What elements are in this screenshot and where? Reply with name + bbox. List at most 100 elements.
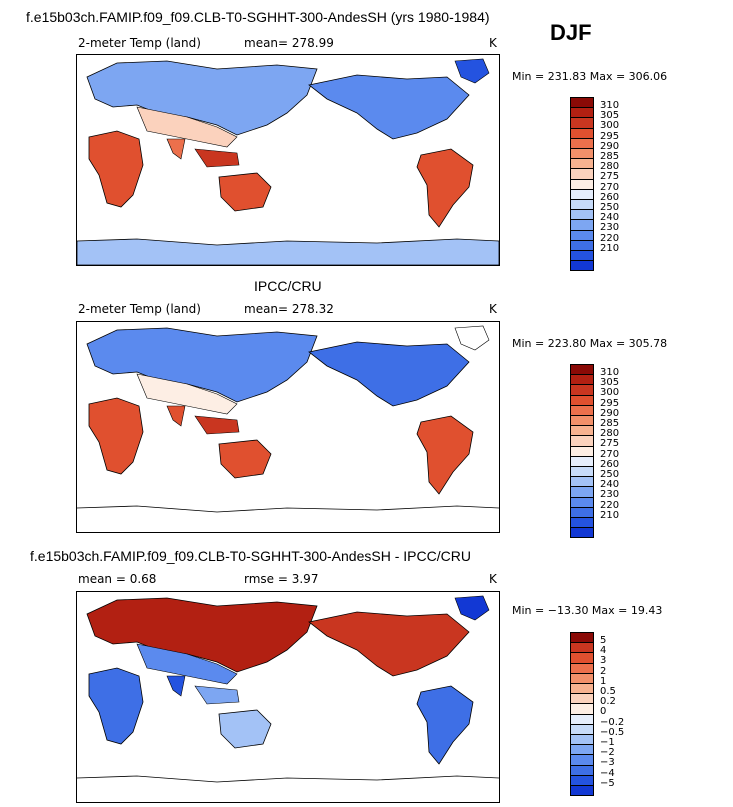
map-land-south-america	[416, 148, 474, 228]
panel2-map-svg	[77, 325, 499, 513]
map-land-south-america	[416, 685, 474, 765]
panel3-map	[76, 591, 500, 803]
colorbar-tick-label: 310	[600, 100, 620, 111]
colorbar-tick-label: 250	[600, 469, 620, 480]
panel1-map	[76, 54, 500, 266]
map-land-north-america	[308, 611, 470, 677]
map-land-australia	[218, 439, 272, 479]
panel1-variable-label: 2-meter Temp (land)	[78, 36, 201, 50]
map-land-antarctica	[77, 775, 499, 783]
colorbar-tick-label: −1	[600, 737, 615, 748]
map-land-india	[166, 138, 186, 160]
colorbar-tick-label: 295	[600, 397, 620, 409]
colorbar-tick-label: 295	[600, 130, 620, 142]
colorbar-tick-label: 210	[600, 509, 620, 521]
map-land-eurasia	[86, 327, 318, 403]
colorbar-cell	[570, 527, 594, 539]
panel1-minmax-label: Min = 231.83 Max = 306.06	[512, 70, 668, 83]
colorbar-tick-label: 260	[600, 458, 620, 470]
panel1-mean-label: mean= 278.99	[244, 36, 334, 50]
colorbar-cell	[570, 785, 594, 797]
map-land-eurasia	[86, 597, 318, 673]
colorbar-tick-label: 5	[600, 635, 607, 646]
map-land-greenland	[454, 58, 490, 84]
colorbar-tick-label: 0.5	[600, 686, 616, 697]
colorbar-tick-label: 0	[600, 706, 607, 718]
panel2-variable-label: 2-meter Temp (land)	[78, 302, 201, 316]
map-land-australia	[218, 709, 272, 749]
map-land-africa	[88, 130, 144, 208]
colorbar-tick-label: −5	[600, 777, 615, 789]
colorbar-tick-label: 275	[600, 438, 620, 450]
colorbar-tick-label: 3	[600, 655, 607, 667]
map-land-greenland	[454, 325, 490, 351]
colorbar-tick-label: 275	[600, 171, 620, 183]
map-land-greenland	[454, 595, 490, 621]
map-land-eurasia-south	[136, 373, 238, 415]
map-land-eurasia	[86, 60, 318, 136]
colorbar-tick-label: −2	[600, 747, 615, 759]
map-land-north-america	[308, 74, 470, 140]
map-land-antarctica	[77, 238, 499, 265]
panel3-minmax-label: Min = −13.30 Max = 19.43	[512, 604, 663, 617]
colorbar-tick-label: 230	[600, 222, 620, 234]
map-land-africa	[88, 397, 144, 475]
colorbar-tick-label: 4	[600, 645, 607, 657]
colorbar-tick-label: 1	[600, 675, 607, 687]
colorbar-tick-label: 230	[600, 489, 620, 501]
map-land-eurasia-south	[136, 106, 238, 148]
panel3-units-label: K	[489, 572, 497, 586]
panel3-subtitle: f.e15b03ch.FAMIP.f09_f09.CLB-T0-SGHHT-30…	[30, 548, 471, 564]
map-land-seasia	[194, 148, 240, 168]
colorbar-tick-label: 260	[600, 191, 620, 203]
colorbar-tick-label: 0.2	[600, 696, 616, 708]
map-land-india	[166, 675, 186, 697]
map-land-north-america	[308, 341, 470, 407]
colorbar-tick-label: 285	[600, 418, 620, 429]
colorbar-tick-label: 305	[600, 377, 620, 389]
colorbar-tick-label: 290	[600, 407, 620, 419]
panel1-map-svg	[77, 58, 499, 265]
panel2-mean-label: mean= 278.32	[244, 302, 334, 316]
colorbar-tick-label: 2	[600, 665, 607, 677]
panel3-rmse-label: rmse = 3.97	[244, 572, 319, 586]
panel2-subtitle: IPCC/CRU	[254, 278, 322, 294]
colorbar-tick-label: 280	[600, 161, 620, 173]
colorbar-tick-label: −3	[600, 757, 615, 769]
map-land-india	[166, 405, 186, 427]
colorbar-tick-label: −0.5	[600, 726, 625, 738]
colorbar-tick-label: 270	[600, 448, 620, 460]
season-label: DJF	[550, 20, 592, 45]
colorbar-tick-label: 310	[600, 367, 620, 378]
panel3-map-svg	[77, 595, 499, 783]
colorbar-tick-label: −0.2	[600, 716, 625, 728]
panel2-units-label: K	[489, 302, 497, 316]
panel2-map	[76, 321, 500, 533]
map-land-africa	[88, 667, 144, 745]
colorbar-tick-label: 220	[600, 232, 620, 244]
map-land-antarctica	[77, 505, 499, 513]
map-land-australia	[218, 172, 272, 212]
colorbar-tick-label: 290	[600, 140, 620, 152]
colorbar-tick-label: 280	[600, 428, 620, 440]
panel2-minmax-label: Min = 223.80 Max = 305.78	[512, 337, 668, 350]
figure-title: f.e15b03ch.FAMIP.f09_f09.CLB-T0-SGHHT-30…	[26, 9, 490, 25]
panel1-units-label: K	[489, 36, 497, 50]
colorbar-tick-label: 300	[600, 387, 620, 399]
map-land-south-america	[416, 415, 474, 495]
map-land-seasia	[194, 685, 240, 705]
colorbar-tick-label: 240	[600, 212, 620, 224]
colorbar-tick-label: 250	[600, 202, 620, 213]
colorbar-cell	[570, 260, 594, 272]
colorbar-tick-label: 305	[600, 110, 620, 122]
colorbar-tick-label: 270	[600, 181, 620, 193]
panel3-mean-label: mean = 0.68	[78, 572, 157, 586]
colorbar-tick-label: 240	[600, 479, 620, 491]
colorbar-tick-label: 300	[600, 120, 620, 132]
colorbar-tick-label: −4	[600, 767, 615, 779]
colorbar-tick-label: 285	[600, 151, 620, 162]
map-land-eurasia-south	[136, 643, 238, 685]
map-land-seasia	[194, 415, 240, 435]
colorbar-tick-label: 220	[600, 499, 620, 511]
colorbar-tick-label: 210	[600, 242, 620, 254]
